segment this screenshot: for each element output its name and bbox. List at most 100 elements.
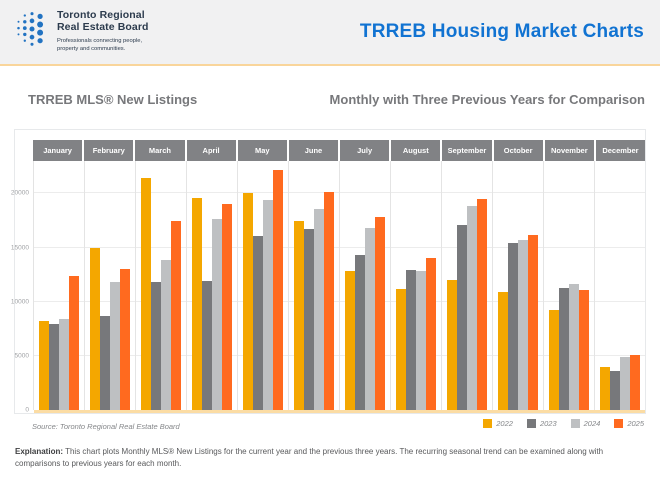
bar-2022-february (90, 247, 100, 410)
bar-2023-february (100, 315, 110, 410)
month-header-july: July (340, 140, 392, 161)
header-band: Toronto Regional Real Estate Board Profe… (0, 0, 660, 64)
legend-swatch-2024 (570, 419, 580, 428)
month-header-november: November (544, 140, 596, 161)
bar-2022-june (294, 220, 304, 410)
bar-2022-december (600, 366, 610, 410)
bar-2024-september (467, 206, 477, 410)
bar-2023-october (508, 243, 518, 410)
bar-columns (34, 161, 645, 410)
bar-2023-june (304, 229, 314, 410)
legend-item-2022: 2022 (483, 419, 513, 428)
month-column-july (340, 161, 391, 410)
month-header-march: March (135, 140, 187, 161)
page-title: TRREB Housing Market Charts (359, 21, 644, 42)
bar-2025-march (171, 220, 181, 410)
bar-2025-december (630, 354, 640, 410)
bar-2022-october (498, 292, 508, 410)
month-header-october: October (493, 140, 545, 161)
y-tick-5000: 5000 (14, 352, 29, 360)
legend-swatch-2022 (483, 419, 493, 428)
explanation-text: This chart plots Monthly MLS® New Listin… (15, 447, 604, 469)
bar-2025-october (528, 234, 538, 410)
source-note: Source: Toronto Regional Real Estate Boa… (32, 422, 180, 431)
month-column-november (544, 161, 595, 410)
bar-2022-september (447, 280, 457, 410)
bar-2023-march (151, 282, 161, 410)
month-column-march (136, 161, 187, 410)
month-header-february: February (84, 140, 136, 161)
bar-2024-april (212, 219, 222, 410)
plot-area (33, 161, 645, 413)
y-axis-labels: 0 5000 10000 15000 20000 (11, 161, 31, 414)
trreb-logo-icon (17, 12, 44, 46)
month-column-february (85, 161, 136, 410)
bar-2024-november (569, 284, 579, 410)
month-header-january: January (33, 140, 85, 161)
bar-2023-september (457, 224, 467, 410)
legend: 2022 2023 2024 2025 (483, 419, 644, 428)
bar-2022-january (39, 321, 49, 410)
bar-2022-august (396, 288, 406, 410)
y-tick-20000: 20000 (10, 189, 29, 197)
bar-2025-april (222, 204, 232, 410)
bar-2023-may (253, 235, 263, 410)
bar-2025-may (273, 169, 283, 410)
month-column-december (595, 161, 645, 410)
bar-2025-january (69, 275, 79, 410)
logo-tagline: Professionals connecting people, propert… (57, 38, 143, 52)
bar-2024-january (59, 319, 69, 410)
bar-2024-may (263, 199, 273, 410)
chart-area: January February March April May June July Augu… (11, 129, 646, 414)
month-header-june: June (288, 140, 341, 161)
y-tick-10000: 10000 (10, 298, 29, 306)
logo-name: Toronto Regional Real Estate Board (57, 9, 149, 34)
month-header-row: January February March April May June July Augu… (33, 140, 646, 161)
month-column-september (442, 161, 493, 410)
bar-2025-august (426, 258, 436, 410)
header-divider (0, 64, 660, 66)
bar-2025-september (477, 198, 487, 410)
bar-2024-february (110, 282, 120, 410)
legend-label-2025: 2025 (627, 419, 644, 428)
explanation-label: Explanation: (15, 447, 64, 456)
bar-2024-october (518, 240, 528, 410)
bar-2022-april (192, 197, 202, 410)
bar-2025-february (120, 269, 130, 410)
month-column-may (238, 161, 289, 410)
bar-2023-april (202, 281, 212, 410)
trreb-logo: Toronto Regional Real Estate Board Profe… (14, 9, 149, 53)
explanation: Explanation: This chart plots Monthly ML… (15, 446, 646, 471)
bar-2022-november (549, 310, 559, 410)
plot-baseline (34, 410, 645, 413)
month-header-august: August (391, 140, 443, 161)
month-header-december: December (595, 140, 646, 161)
bar-2023-july (355, 255, 365, 410)
y-tick-15000: 15000 (10, 244, 29, 252)
bar-2022-july (345, 271, 355, 410)
month-column-april (187, 161, 238, 410)
month-column-january (34, 161, 85, 410)
legend-item-2024: 2024 (570, 419, 601, 428)
month-column-august (391, 161, 442, 410)
month-header-may: May (237, 140, 289, 161)
bar-2024-july (365, 228, 375, 410)
bar-2024-december (620, 356, 630, 410)
legend-label-2022: 2022 (496, 419, 513, 428)
y-tick-0: 0 (25, 406, 29, 414)
bar-2023-january (49, 324, 59, 410)
month-header-september: September (442, 140, 494, 161)
bar-2023-december (610, 371, 620, 410)
bar-2022-march (141, 178, 151, 410)
bar-2025-november (579, 289, 589, 410)
bar-2024-march (161, 259, 171, 410)
legend-label-2024: 2024 (583, 419, 601, 428)
bar-2025-june (324, 192, 334, 410)
bar-2022-may (243, 193, 253, 410)
month-header-april: April (186, 140, 238, 161)
bar-2025-july (375, 217, 385, 410)
legend-label-2023: 2023 (539, 419, 557, 428)
legend-swatch-2025 (614, 419, 624, 428)
month-column-june (289, 161, 340, 410)
